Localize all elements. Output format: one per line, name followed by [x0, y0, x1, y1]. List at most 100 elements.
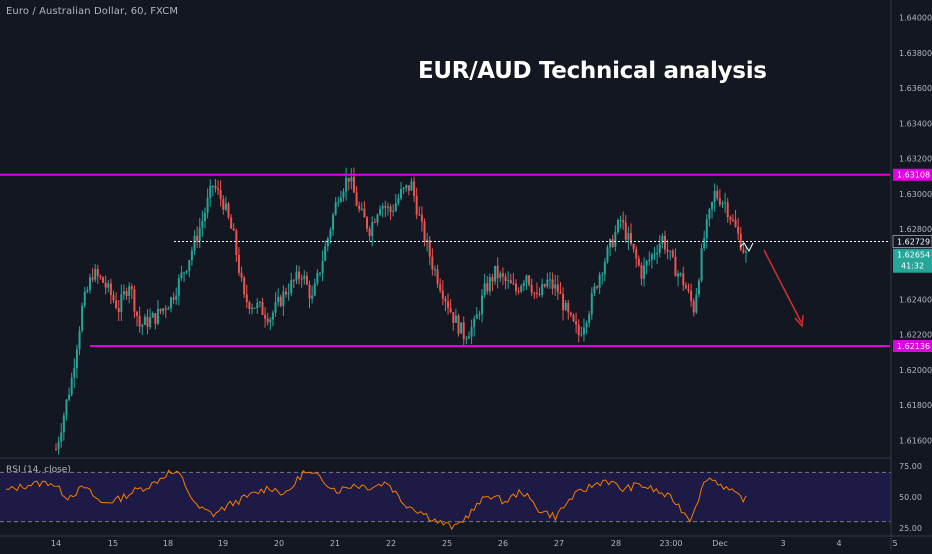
candle-body — [318, 272, 321, 274]
candle-body — [522, 282, 525, 286]
candle-body — [211, 185, 214, 187]
candle-body — [462, 322, 465, 340]
level-tag — [892, 235, 932, 248]
candle-body — [287, 293, 290, 295]
candle-body — [227, 203, 230, 218]
candle-body — [494, 265, 497, 282]
candle-body — [716, 190, 719, 199]
level-tag — [893, 339, 932, 352]
candle-body — [363, 208, 366, 218]
candle-body — [392, 210, 395, 212]
candle-body — [682, 273, 685, 286]
candle-body — [643, 265, 646, 279]
candle-body — [352, 177, 355, 193]
price-tick-label: 1.63600 — [899, 84, 932, 93]
candle-body — [112, 295, 115, 301]
candle-body — [596, 286, 599, 288]
candle-body — [684, 285, 687, 289]
candle-body — [564, 302, 567, 311]
candle-body — [745, 251, 747, 253]
candle-body — [674, 256, 677, 277]
candle-body — [528, 275, 531, 285]
candle-body — [622, 220, 625, 223]
candle-body — [705, 219, 708, 239]
candle-body — [603, 262, 606, 275]
candle-body — [65, 399, 68, 416]
candle-body — [279, 296, 282, 307]
time-tick-label: 3 — [780, 539, 785, 548]
candle-body — [611, 239, 614, 247]
candle-body — [209, 186, 212, 199]
time-tick-label: 14 — [51, 539, 61, 548]
candle-body — [431, 256, 434, 270]
candle-body — [520, 285, 523, 292]
candle-body — [389, 206, 392, 212]
candle-body — [481, 295, 484, 315]
candle-body — [585, 322, 588, 328]
candle-body — [201, 220, 204, 228]
candle-body — [232, 228, 235, 231]
candle-body — [334, 202, 337, 215]
candle-body — [269, 319, 272, 323]
candle-body — [700, 248, 703, 281]
candle-body — [671, 250, 674, 257]
candle-body — [454, 315, 457, 323]
price-tick-label: 1.61600 — [899, 436, 932, 445]
candle-body — [162, 308, 165, 312]
candle-body — [703, 238, 706, 249]
candle-body — [360, 208, 363, 210]
candle-body — [183, 272, 186, 274]
candle-body — [88, 277, 91, 290]
price-tick-label: 1.63000 — [899, 190, 932, 199]
candle-body — [499, 273, 502, 279]
candle-body — [381, 206, 384, 209]
candle-body — [588, 314, 591, 323]
candle-body — [277, 296, 280, 303]
rsi-panel: 75.00 50.00 25.00 — [0, 462, 922, 533]
time-tick-label: 28 — [611, 539, 621, 548]
candle-body — [470, 327, 473, 337]
candle-body — [245, 294, 248, 303]
candle-body — [196, 235, 199, 241]
candle-body — [130, 286, 133, 290]
candle-body — [400, 189, 402, 199]
candle-body — [731, 219, 734, 221]
candle-body — [546, 279, 549, 287]
candle-body — [575, 321, 578, 325]
candle-body — [606, 247, 609, 263]
candle-body — [285, 291, 287, 295]
candle-body — [70, 377, 73, 395]
candle-body — [274, 302, 277, 313]
price-tick-label: 1.63400 — [899, 119, 932, 128]
candle-body — [193, 235, 196, 251]
candle-body — [556, 284, 559, 293]
candle-body — [525, 275, 528, 283]
candle-body — [483, 283, 486, 296]
candle-body — [329, 229, 332, 239]
candle-body — [149, 317, 152, 327]
candle-body — [136, 311, 139, 316]
candle-body — [188, 259, 191, 271]
candle-body — [230, 217, 233, 229]
time-tick-label: 27 — [554, 539, 564, 548]
candle-body — [598, 274, 601, 288]
candle-body — [439, 283, 442, 291]
candle-body — [371, 221, 374, 237]
candle-body — [656, 252, 659, 255]
rsi-tick-label: 25.00 — [899, 524, 922, 533]
candle-body — [321, 260, 324, 273]
down-arrow-shaft — [763, 249, 802, 323]
time-tick-label: 4 — [836, 539, 841, 548]
candle-body — [538, 294, 541, 296]
candle-body — [143, 316, 146, 325]
candle-body — [653, 254, 656, 256]
candle-body — [366, 217, 369, 229]
candle-body — [313, 283, 316, 296]
candle-body — [742, 249, 745, 253]
candle-body — [298, 271, 301, 279]
candle-body — [635, 249, 638, 259]
candle-body — [580, 334, 583, 336]
candle-body — [379, 208, 382, 215]
candle-body — [311, 295, 314, 299]
